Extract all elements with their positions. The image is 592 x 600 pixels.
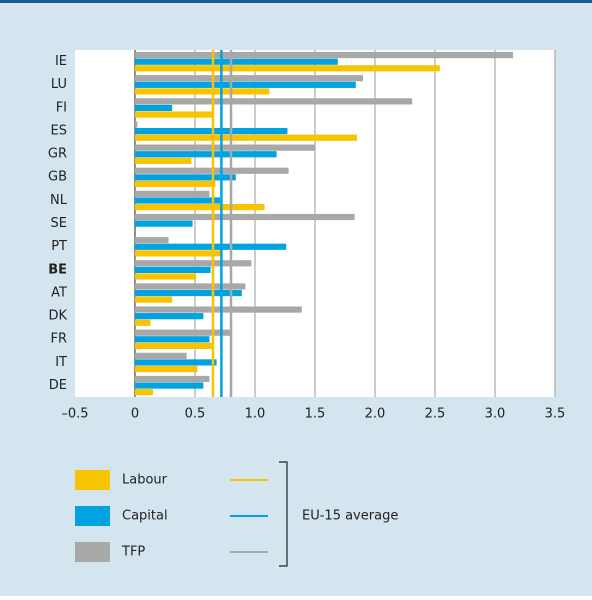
bar [135,359,217,366]
y-tick-label: GR [48,147,67,162]
bar [135,336,210,343]
legend-swatch [75,506,110,526]
x-tick-label: 2.5 [425,407,446,422]
x-tick-label: 1.0 [245,407,266,422]
bar [135,243,287,250]
x-tick-label: 3.0 [485,407,506,422]
legend-label: Labour [122,473,168,488]
bar [135,111,213,118]
y-tick-label: BE [48,262,67,277]
x-tick-label: 0.5 [185,407,206,422]
bar [135,352,187,359]
y-tick-label: IT [55,355,67,370]
bar [135,250,222,257]
bar [135,88,270,95]
bar [135,283,246,290]
y-tick-label: GB [48,170,67,185]
bar [135,273,197,280]
y-tick-label: FR [50,332,67,347]
y-tick-label: NL [50,193,68,208]
y-tick-label: LU [51,77,67,92]
bar [135,58,338,65]
average-label: EU-15 average [302,509,398,524]
bar [135,151,277,158]
legend-swatch [75,470,110,490]
bar [135,98,413,105]
bar [135,296,173,303]
x-tick-label: 2.0 [365,407,386,422]
bar [135,65,440,72]
legend-label: TFP [121,545,145,560]
bar [135,190,210,197]
bar [135,266,211,273]
bar [135,174,236,181]
bar [135,204,265,211]
bar [135,144,315,151]
bar [135,237,169,244]
legend-swatch [75,542,110,562]
bar [135,306,302,313]
bar [135,104,173,112]
bar [135,180,216,188]
legend-bracket [279,461,288,567]
bar [135,157,192,164]
bar [135,260,252,267]
bar [135,329,231,336]
y-tick-label: AT [51,285,67,300]
bar [135,121,138,128]
bar [135,289,242,297]
bar [135,220,193,227]
bar [135,319,151,326]
x-tick-label: 1.5 [305,407,326,422]
top-border [0,0,592,3]
x-tick-label: –0.5 [61,407,88,422]
bar [135,128,288,135]
bar [135,313,204,320]
legend-label: Capital [122,509,168,524]
bar [135,342,213,349]
y-tick-label: ES [51,123,67,138]
y-tick-label: FI [56,100,67,115]
bar [135,375,210,383]
y-tick-label: DK [48,309,67,324]
bar [135,52,513,59]
x-tick-label: 3.5 [545,407,566,422]
bar [135,197,221,204]
y-tick-label: SE [51,216,67,231]
bar [135,134,357,141]
bar [135,75,363,82]
bar [135,213,355,221]
y-tick-label: PT [51,239,67,254]
bar [135,382,204,389]
x-tick-label: 0 [131,407,139,422]
y-tick-label: IE [55,54,67,69]
y-tick-label: DE [49,378,67,393]
bar [135,81,356,88]
bar [135,389,153,396]
bar [135,365,198,373]
